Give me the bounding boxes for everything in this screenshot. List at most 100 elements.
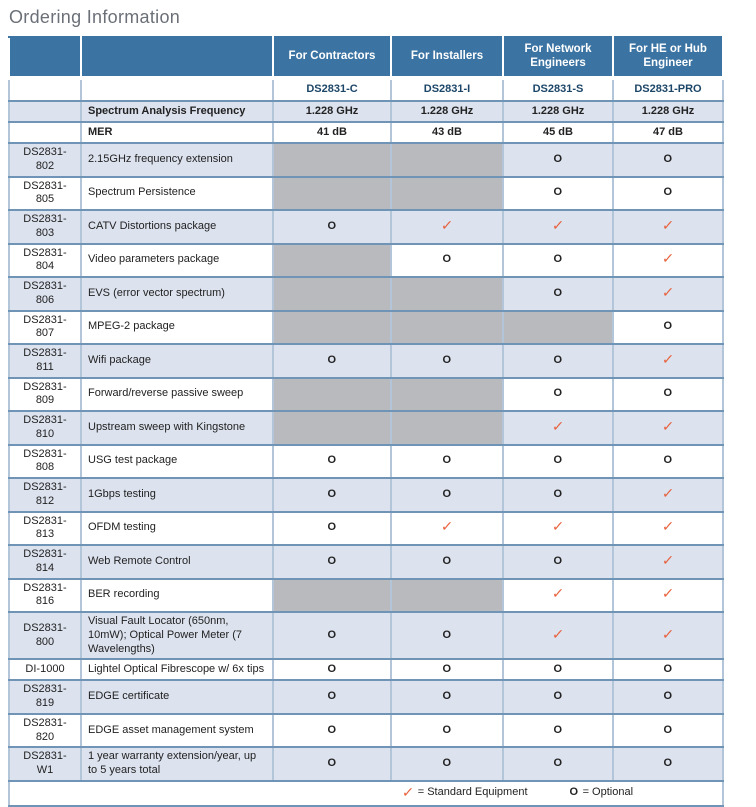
check-icon: ✓	[401, 785, 415, 802]
optional-marker: O	[327, 662, 337, 675]
table-row: DS2831-W1 1 year warranty extension/year,…	[8, 746, 724, 782]
feature-value-cell: ✓	[612, 610, 724, 661]
optional-marker: O	[442, 628, 452, 641]
optional-marker: O	[663, 454, 673, 467]
table-row: DS2831-814 Web Remote Control O O O ✓	[8, 544, 724, 580]
spec-value: 43 dB	[390, 121, 504, 144]
feature-value-cell: ✓	[502, 410, 614, 446]
feature-value-cell: O	[612, 712, 724, 749]
feature-description: CATV Distortions package	[80, 209, 274, 245]
optional-marker: O	[442, 353, 452, 366]
check-icon: ✓	[661, 485, 675, 502]
table-row: DS2831-802 2.15GHz frequency extension O O	[8, 142, 724, 178]
optional-marker: O	[442, 253, 452, 266]
optional-marker: O	[442, 757, 452, 770]
feature-value-cell: O	[272, 746, 392, 782]
feature-value-cell: O	[612, 443, 724, 479]
not-available-cell	[272, 376, 392, 412]
table-row: DS2831-816 BER recording ✓ ✓	[8, 577, 724, 613]
optional-marker: O	[327, 757, 337, 770]
table-row: DS2831-803 CATV Distortions package O ✓ ✓ ✓	[8, 209, 724, 245]
spec-value: 41 dB	[272, 121, 392, 144]
feature-value-cell: O	[612, 309, 724, 345]
spec-value: 1.228 GHz	[612, 100, 724, 123]
not-available-cell	[272, 175, 392, 211]
table-row: DS2831-820 EDGE asset management system O O…	[8, 712, 724, 749]
not-available-cell	[390, 142, 504, 178]
check-icon: ✓	[661, 626, 675, 643]
optional-marker: O	[663, 186, 673, 199]
feature-description: OFDM testing	[80, 510, 274, 546]
feature-value-cell: ✓	[612, 510, 724, 546]
optional-marker: O	[553, 723, 563, 736]
not-available-cell	[390, 410, 504, 446]
not-available-cell	[272, 577, 392, 613]
check-icon: ✓	[551, 626, 565, 643]
not-available-cell	[390, 376, 504, 412]
check-icon: ✓	[661, 251, 675, 268]
optional-marker: O	[327, 219, 337, 232]
feature-value-cell: O	[390, 746, 504, 782]
header-blank-description	[80, 36, 274, 80]
check-icon: ✓	[661, 217, 675, 234]
legend: ✓ = Standard Equipment O = Optional	[11, 785, 721, 802]
feature-description: Lightel Optical Fibrescope w/ 6x tips	[80, 658, 274, 682]
blank-cell	[80, 77, 274, 102]
feature-model: DS2831-820	[8, 712, 82, 749]
check-icon: ✓	[661, 351, 675, 368]
feature-value-cell: O	[502, 276, 614, 312]
optional-marker: O	[663, 690, 673, 703]
feature-value-cell: ✓	[390, 510, 504, 546]
ordering-table: For Contractors For Installers For Netwo…	[8, 36, 724, 807]
feature-value-cell: O	[612, 175, 724, 211]
not-available-cell	[390, 577, 504, 613]
table-row: DS2831-809 Forward/reverse passive sweep O…	[8, 376, 724, 412]
feature-value-cell: O	[502, 544, 614, 580]
feature-value-cell: O	[502, 242, 614, 278]
table-row: DS2831-812 1Gbps testing O O O ✓	[8, 477, 724, 513]
feature-model: DS2831-812	[8, 477, 82, 513]
feature-description: BER recording	[80, 577, 274, 613]
feature-model: DS2831-811	[8, 343, 82, 379]
feature-value-cell: O	[272, 610, 392, 661]
feature-value-cell: O	[502, 746, 614, 782]
page-title: Ordering Information	[9, 7, 181, 27]
feature-value-cell: ✓	[502, 610, 614, 661]
blank-cell	[8, 100, 82, 123]
spec-value: 47 dB	[612, 121, 724, 144]
table-row: DS2831-811 Wifi package O O O ✓	[8, 343, 724, 379]
feature-model: DI-1000	[8, 658, 82, 682]
feature-value-cell: O	[272, 544, 392, 580]
optional-marker: O	[553, 757, 563, 770]
check-icon: ✓	[551, 217, 565, 234]
table-row: DS2831-819 EDGE certificate O O O O	[8, 679, 724, 715]
optional-marker: O	[663, 662, 673, 675]
table-row: DS2831-804 Video parameters package O O ✓	[8, 242, 724, 278]
feature-value-cell: O	[390, 477, 504, 513]
legend-optional-label: = Optional	[582, 786, 634, 799]
feature-value-cell: ✓	[612, 544, 724, 580]
feature-value-cell: ✓	[390, 209, 504, 245]
feature-model: DS2831-806	[8, 276, 82, 312]
optional-marker: O	[442, 662, 452, 675]
feature-description: Visual Fault Locator (650nm, 10mW); Opti…	[80, 610, 274, 661]
feature-description: Web Remote Control	[80, 544, 274, 580]
feature-value-cell: O	[612, 376, 724, 412]
feature-model: DS2831-813	[8, 510, 82, 546]
optional-marker: O	[663, 320, 673, 333]
feature-model: DS2831-800	[8, 610, 82, 661]
feature-value-cell: ✓	[612, 276, 724, 312]
check-icon: ✓	[661, 418, 675, 435]
feature-value-cell: O	[272, 443, 392, 479]
column-header: For HE or Hub Engineer	[612, 36, 724, 80]
spec-value: 1.228 GHz	[272, 100, 392, 123]
not-available-cell	[390, 276, 504, 312]
table-row: DS2831-808 USG test package O O O O	[8, 443, 724, 479]
feature-value-cell: O	[612, 679, 724, 715]
check-icon: ✓	[551, 418, 565, 435]
feature-value-cell: ✓	[612, 410, 724, 446]
feature-value-cell: O	[502, 477, 614, 513]
optional-marker: O	[553, 387, 563, 400]
feature-value-cell: ✓	[502, 510, 614, 546]
table-row: DS2831-805 Spectrum Persistence O O	[8, 175, 724, 211]
